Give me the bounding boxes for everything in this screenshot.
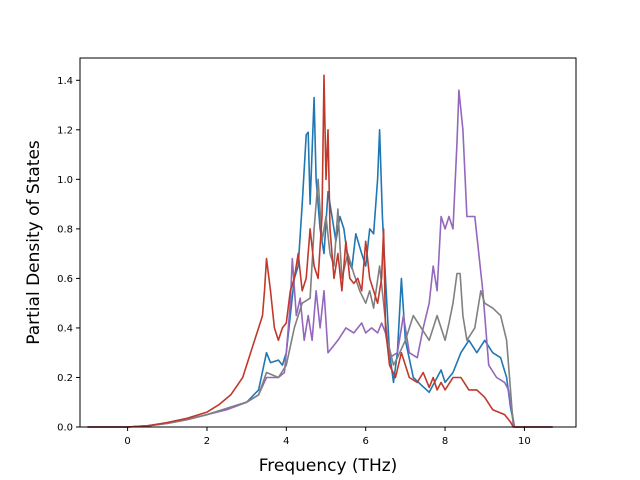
series-line-3	[87, 178, 554, 428]
series-line-4	[87, 74, 554, 428]
x-axis-title: Frequency (THz)	[259, 456, 398, 476]
y-tick-label: 1.4	[57, 76, 73, 87]
series-line-1	[87, 96, 554, 428]
x-tick-label: 4	[283, 436, 289, 447]
y-tick-label: 0.4	[57, 323, 73, 334]
ticks-layer: 0 2 4 6 8 10 0.0 0.2 0.4 0.6 0.8 1.0 1.2 1.4	[57, 76, 531, 447]
x-tick-label: 6	[363, 436, 369, 447]
y-tick-label: 0.2	[57, 373, 73, 384]
y-tick-label: 0.6	[57, 274, 73, 285]
x-tick-label: 0	[124, 436, 130, 447]
x-tick-label: 2	[204, 436, 210, 447]
y-tick-label: 1.2	[57, 125, 73, 136]
plot-frame	[79, 57, 577, 428]
x-tick-label: 10	[518, 436, 531, 447]
y-tick-label: 1.0	[57, 175, 73, 186]
y-tick-label: 0.8	[57, 224, 73, 235]
series-layer	[87, 74, 554, 428]
y-tick-label: 0.0	[57, 423, 73, 434]
y-axis-title: Partial Density of States	[24, 140, 44, 345]
x-tick-label: 8	[442, 436, 448, 447]
